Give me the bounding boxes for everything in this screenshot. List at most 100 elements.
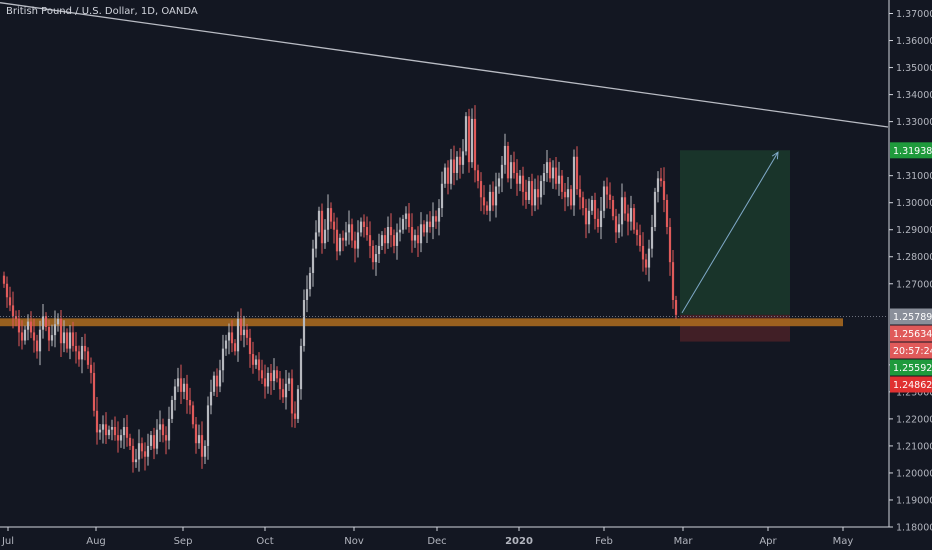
candle-body bbox=[623, 197, 627, 214]
symbol-title: British Pound / U.S. Dollar, 1D, OANDA bbox=[6, 6, 198, 17]
candle-body bbox=[509, 162, 513, 179]
price-badge-bg bbox=[890, 342, 932, 359]
candle-body bbox=[479, 181, 483, 198]
candle-body bbox=[305, 289, 309, 300]
candle-body bbox=[47, 327, 51, 341]
candle-body bbox=[659, 178, 663, 182]
candle-body bbox=[53, 324, 57, 336]
candle-body bbox=[194, 424, 198, 444]
candle-body bbox=[320, 210, 324, 244]
candle-body bbox=[392, 235, 396, 246]
time-tick-label: Oct bbox=[256, 536, 273, 547]
candle-body bbox=[41, 316, 45, 330]
price-badge-bg bbox=[890, 359, 932, 376]
candle-body bbox=[44, 316, 48, 328]
price-tick-label: 1.22000 bbox=[896, 414, 932, 425]
candle-body bbox=[440, 183, 444, 209]
candle-body bbox=[551, 167, 555, 179]
candle-body bbox=[437, 208, 441, 222]
candle-body bbox=[431, 216, 435, 228]
candle-body bbox=[116, 435, 120, 441]
time-tick-label: 2020 bbox=[505, 536, 533, 547]
candle-body bbox=[128, 437, 132, 446]
candle-body bbox=[92, 372, 96, 411]
time-axis: Jul Aug Sep Oct Nov Dec 2020 Feb Mar Apr May bbox=[1, 527, 853, 547]
price-tick-label: 1.23000 bbox=[896, 387, 932, 398]
price-tick-label: 1.36000 bbox=[896, 36, 932, 47]
candle-body bbox=[629, 208, 633, 222]
time-tick-label: Apr bbox=[759, 536, 777, 547]
candle-body bbox=[218, 370, 222, 387]
time-tick-label: Feb bbox=[595, 536, 613, 547]
price-badge: 1.25592 bbox=[890, 359, 932, 376]
candle-body bbox=[668, 227, 672, 263]
price-tick-label: 1.27000 bbox=[896, 279, 932, 290]
candle-body bbox=[524, 191, 528, 200]
candle-body bbox=[527, 181, 531, 200]
candle-body bbox=[641, 245, 645, 260]
candle-body bbox=[266, 372, 270, 387]
candle-body bbox=[569, 189, 573, 206]
candle-body bbox=[593, 199, 597, 219]
projection-arrow-line bbox=[681, 152, 779, 314]
candle-body bbox=[38, 329, 42, 352]
price-tick-label: 1.30000 bbox=[896, 198, 932, 209]
price-badge-label: 1.25789 bbox=[893, 312, 932, 323]
candle-body bbox=[176, 378, 180, 387]
candle-body bbox=[146, 445, 150, 457]
candle-body bbox=[131, 445, 135, 463]
candle-body bbox=[17, 318, 21, 333]
candle-body bbox=[632, 208, 636, 230]
candle-body bbox=[200, 435, 204, 457]
candle-body bbox=[341, 237, 345, 241]
candle-body bbox=[149, 435, 153, 446]
candle-body bbox=[596, 218, 600, 228]
price-badge-label: 1.25634 bbox=[893, 329, 932, 340]
candle-body bbox=[155, 429, 159, 449]
candle-body bbox=[152, 435, 156, 449]
candle-body bbox=[137, 443, 141, 460]
candle-body bbox=[368, 235, 372, 246]
candles bbox=[2, 105, 678, 473]
candle-body bbox=[476, 170, 480, 182]
candle-body bbox=[275, 370, 279, 379]
candle-body bbox=[635, 229, 639, 236]
candle-body bbox=[173, 386, 177, 400]
candle-body bbox=[113, 427, 117, 436]
candle-body bbox=[119, 435, 123, 441]
candle-body bbox=[578, 189, 582, 198]
time-tick-label: Nov bbox=[344, 536, 364, 547]
candle-body bbox=[533, 189, 537, 206]
time-tick-label: Aug bbox=[86, 536, 106, 547]
candle-body bbox=[299, 345, 303, 390]
candle-body bbox=[377, 245, 381, 255]
candle-body bbox=[356, 232, 360, 249]
candle-body bbox=[557, 175, 561, 184]
price-tick-label: 1.29000 bbox=[896, 225, 932, 236]
candle-body bbox=[662, 181, 666, 200]
price-badge: 1.24862 bbox=[890, 376, 932, 393]
candle-body bbox=[362, 221, 366, 228]
candle-body bbox=[290, 378, 294, 414]
candle-body bbox=[314, 232, 318, 249]
candle-body bbox=[647, 248, 651, 268]
candle-body bbox=[302, 299, 306, 346]
candle-body bbox=[80, 345, 84, 360]
candle-body bbox=[410, 227, 414, 241]
candle-body bbox=[665, 199, 669, 228]
candle-body bbox=[251, 354, 255, 365]
candle-body bbox=[419, 224, 423, 244]
candle-body bbox=[29, 321, 33, 333]
candle-body bbox=[107, 429, 111, 436]
candle-body bbox=[482, 197, 486, 206]
candle-body bbox=[383, 235, 387, 244]
price-badge: 1.25789 bbox=[890, 308, 932, 325]
candle-body bbox=[281, 389, 285, 398]
candle-body bbox=[545, 162, 549, 173]
candle-body bbox=[401, 218, 405, 230]
candle-body bbox=[179, 378, 183, 392]
candle-body bbox=[239, 318, 243, 336]
candle-body bbox=[323, 229, 327, 244]
price-badge-label: 1.31938 bbox=[893, 146, 932, 157]
